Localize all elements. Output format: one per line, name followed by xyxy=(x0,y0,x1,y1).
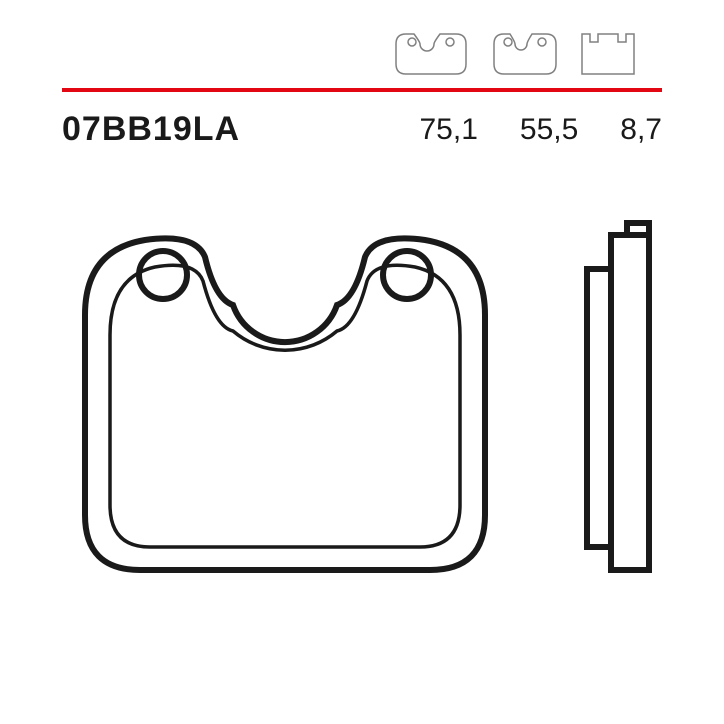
part-number: 07BB19LA xyxy=(62,110,240,149)
brake-pad-icon xyxy=(578,30,638,78)
accent-divider xyxy=(62,88,662,92)
technical-drawing xyxy=(55,195,669,625)
label-row: 07BB19LA 75,1 55,5 8,7 xyxy=(62,110,662,149)
dim-width: 75,1 xyxy=(420,113,478,147)
dimensions: 75,1 55,5 8,7 xyxy=(420,113,663,147)
pad-side-view xyxy=(587,223,649,570)
header-icon-row xyxy=(390,30,638,78)
brake-pad-icon xyxy=(488,30,562,78)
brake-pad-icon xyxy=(390,30,472,78)
dim-thickness: 8,7 xyxy=(620,113,662,147)
dim-height: 55,5 xyxy=(520,113,578,147)
pad-front-view xyxy=(85,238,485,570)
